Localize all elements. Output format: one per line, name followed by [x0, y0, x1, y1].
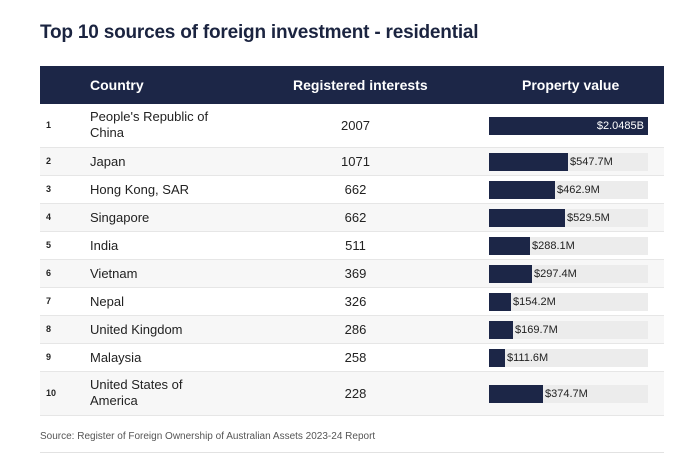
value-label: $297.4M: [534, 267, 577, 280]
value-bar-track: $288.1M: [489, 236, 648, 255]
value-label: $2.0485B: [596, 119, 644, 132]
country-cell: United Kingdom: [90, 321, 183, 337]
value-bar: [489, 180, 555, 199]
rank-cell: 5: [46, 239, 52, 250]
value-bar: [489, 116, 648, 135]
registered-interests-cell: 511: [345, 237, 366, 253]
value-bar-track: $111.6M: [489, 348, 648, 367]
country-cell: Vietnam: [90, 265, 138, 281]
table-row: 5 India 511 $288.1M: [40, 232, 664, 260]
source-note: Source: Register of Foreign Ownership of…: [40, 431, 376, 442]
registered-interests-cell: 662: [344, 209, 367, 225]
investment-table: Country Registered interests Property va…: [40, 66, 664, 416]
table-row: 4 Singapore 662 $529.5M: [40, 204, 664, 232]
value-bar: [489, 384, 543, 403]
value-bar: [489, 264, 532, 283]
table-row: 9 Malaysia 258 $111.6M: [40, 344, 664, 372]
rank-cell: 6: [46, 267, 52, 278]
country-cell: Hong Kong, SAR: [90, 181, 190, 197]
value-bar-track: $2.0485B: [489, 116, 648, 135]
registered-interests-cell: 2007: [341, 117, 370, 133]
rank-cell: 7: [46, 295, 52, 306]
value-bar: [489, 236, 530, 255]
value-bar-track: $462.9M: [489, 180, 648, 199]
table-header: Country Registered interests Property va…: [40, 66, 664, 104]
registered-interests-cell: 326: [344, 293, 367, 309]
table-body: 1 People's Republic of China 2007 $2.0485B 2…: [40, 104, 664, 416]
value-label: $529.5M: [567, 211, 610, 224]
value-bar-track: $374.7M: [489, 384, 648, 403]
table-row: 3 Hong Kong, SAR 662 $462.9M: [40, 176, 664, 204]
value-bar: [489, 348, 505, 367]
country-cell: People's Republic of China: [90, 109, 209, 140]
country-cell: Malaysia: [90, 349, 142, 365]
value-bar-track: $547.7M: [489, 152, 648, 171]
value-bar-track: $154.2M: [489, 292, 648, 311]
value-bar-track: $297.4M: [489, 264, 648, 283]
value-label: $288.1M: [532, 239, 575, 252]
registered-interests-cell: 258: [344, 349, 367, 365]
registered-interests-cell: 662: [344, 181, 367, 197]
value-label: $374.7M: [545, 387, 588, 400]
rank-cell: 10: [46, 387, 57, 398]
table-row: 1 People's Republic of China 2007 $2.0485B: [40, 104, 664, 148]
registered-interests-cell: 369: [344, 265, 367, 281]
registered-interests-cell: 286: [344, 321, 367, 337]
value-bar-track: $169.7M: [489, 320, 648, 339]
rank-cell: 8: [46, 323, 52, 334]
value-label: $111.6M: [507, 351, 549, 364]
rank-cell: 2: [46, 155, 52, 166]
bottom-divider: [40, 452, 664, 453]
country-cell: Singapore: [90, 209, 150, 225]
table-row: 2 Japan 1071 $547.7M: [40, 148, 664, 176]
header-property-value: Property value: [522, 77, 620, 93]
rank-cell: 9: [46, 351, 52, 362]
value-bar-track: $529.5M: [489, 208, 648, 227]
rank-cell: 4: [46, 211, 52, 222]
value-bar: [489, 208, 565, 227]
table-row: 10 United States of America 228 $374.7M: [40, 372, 664, 416]
country-cell: India: [90, 237, 119, 253]
registered-interests-cell: 1071: [341, 153, 370, 169]
value-bar: [489, 152, 568, 171]
table-row: 6 Vietnam 369 $297.4M: [40, 260, 664, 288]
country-cell: United States of America: [90, 377, 183, 408]
value-bar: [489, 320, 513, 339]
value-label: $154.2M: [513, 295, 556, 308]
header-country: Country: [90, 77, 144, 93]
table-row: 8 United Kingdom 286 $169.7M: [40, 316, 664, 344]
chart-title: Top 10 sources of foreign investment - r…: [40, 22, 479, 43]
header-registered-interests: Registered interests: [293, 77, 428, 93]
value-label: $462.9M: [557, 183, 600, 196]
registered-interests-cell: 228: [344, 385, 367, 401]
value-label: $547.7M: [570, 155, 613, 168]
country-cell: Japan: [90, 153, 126, 169]
rank-cell: 1: [46, 119, 52, 130]
value-label: $169.7M: [515, 323, 558, 336]
table-row: 7 Nepal 326 $154.2M: [40, 288, 664, 316]
country-cell: Nepal: [90, 293, 124, 309]
rank-cell: 3: [46, 183, 52, 194]
value-bar: [489, 292, 511, 311]
